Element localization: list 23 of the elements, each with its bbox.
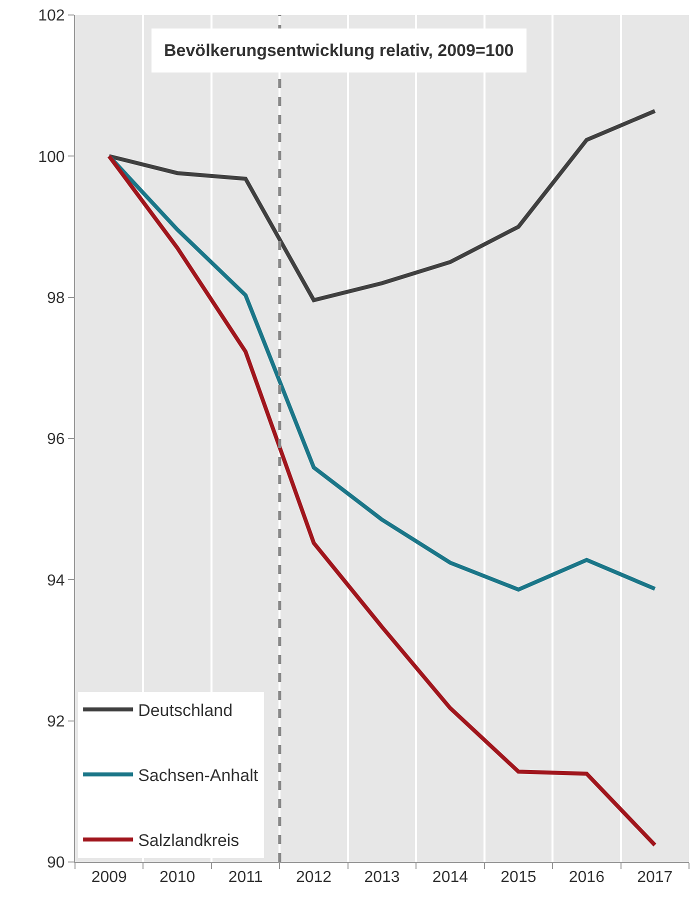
text: Bevölkerungsentwicklung relativ, 2009=100: [164, 41, 514, 60]
y-tick-label: 94: [47, 572, 65, 590]
x-tick-label: 2016: [568, 869, 605, 886]
legend-label: Deutschland: [138, 700, 233, 720]
x-tick-label: 2015: [500, 869, 536, 886]
x-tick-label: 2009: [91, 869, 128, 886]
y-tick-label: 92: [47, 713, 65, 730]
y-tick-label: 100: [38, 148, 65, 166]
x-tick-label: 2010: [160, 869, 196, 886]
y-tick-label: 98: [47, 290, 65, 307]
x-tick-label: 2011: [228, 869, 263, 886]
x-tick-label: 2014: [432, 869, 468, 886]
legend-label: Salzlandkreis: [138, 831, 240, 850]
x-tick-label: 2017: [637, 869, 673, 886]
y-tick-label: 102: [38, 8, 65, 25]
line-series: [107, 154, 657, 592]
y-tick-label: 90: [47, 854, 65, 872]
legend-label: Sachsen-Anhalt: [138, 766, 258, 786]
x-tick-label: 2013: [364, 869, 400, 886]
line-series: [107, 154, 657, 848]
y-tick-label: 96: [47, 431, 65, 448]
x-tick-label: 2012: [296, 869, 332, 886]
line-series: [107, 108, 657, 302]
